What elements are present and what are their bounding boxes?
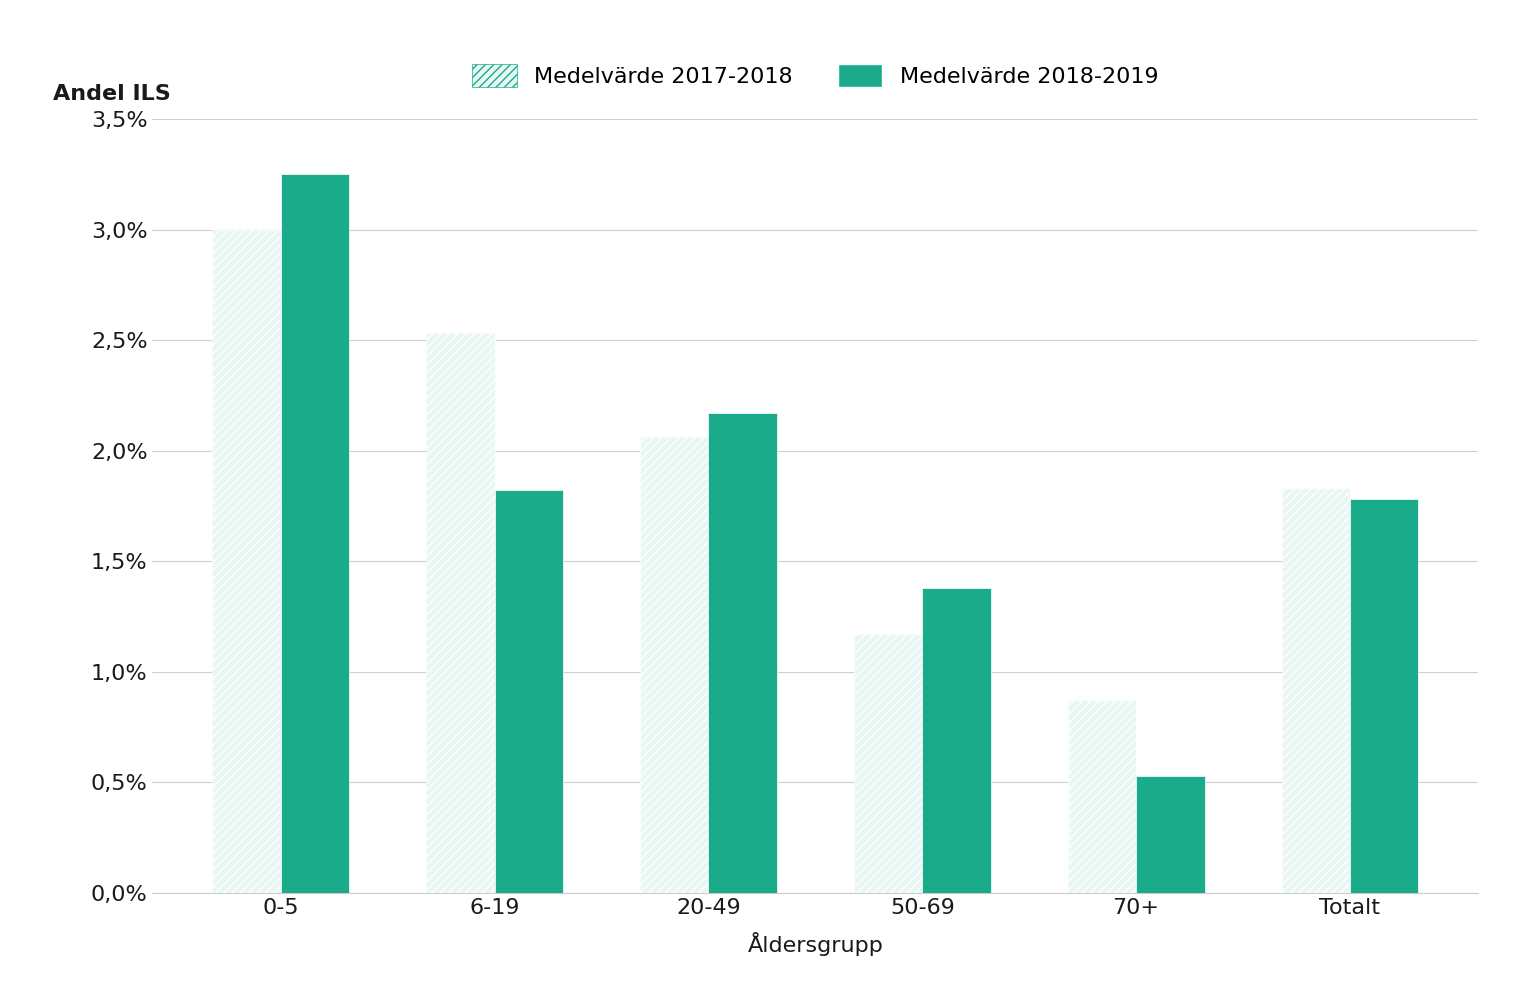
Bar	[495, 490, 562, 893]
Bar	[212, 229, 280, 893]
Bar	[427, 333, 495, 893]
Bar	[1282, 488, 1350, 893]
Bar	[1350, 499, 1419, 893]
Bar	[922, 587, 991, 893]
Bar	[1068, 700, 1135, 893]
Bar	[1135, 776, 1204, 893]
Bar	[280, 175, 349, 893]
Text: Andel ILS: Andel ILS	[53, 83, 171, 103]
Bar	[853, 634, 922, 893]
Legend: Medelvärde 2017-2018, Medelvärde 2018-2019: Medelvärde 2017-2018, Medelvärde 2018-20…	[462, 53, 1169, 98]
X-axis label: Åldersgrupp: Åldersgrupp	[747, 931, 884, 955]
Bar	[640, 437, 709, 893]
Bar	[709, 413, 777, 893]
